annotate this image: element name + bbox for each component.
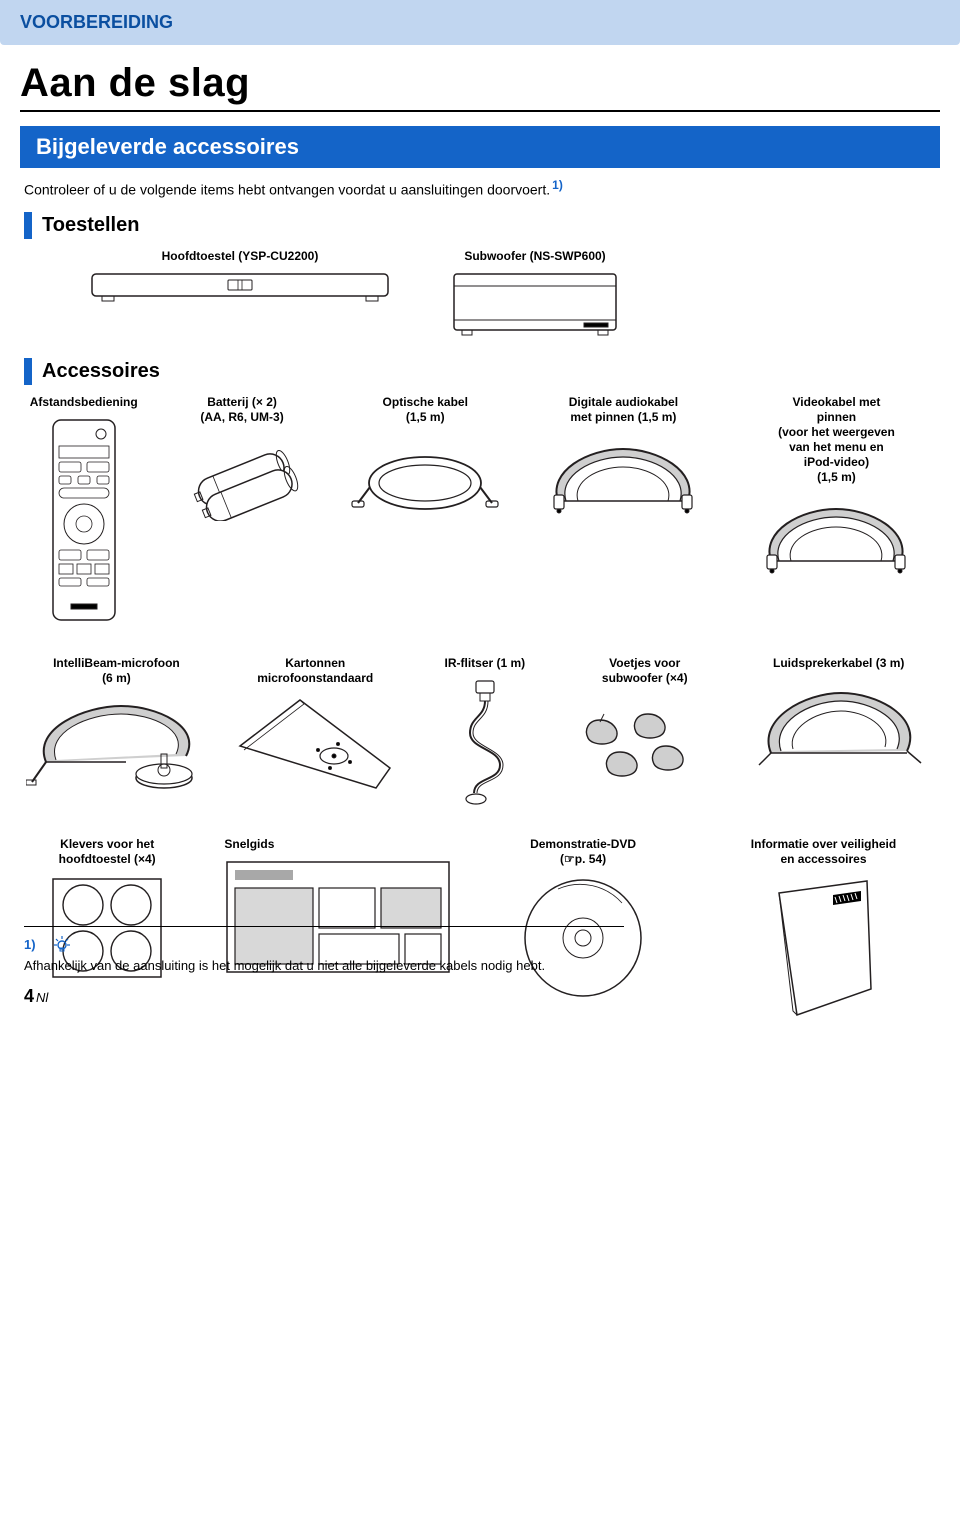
item-optical: Optische kabel (1,5 m) xyxy=(341,395,510,521)
stand-icon xyxy=(230,692,400,802)
accessoires-row-1: Afstandsbediening Batterij (× 2) (AA, R6… xyxy=(24,395,936,626)
footnote-text: Afhankelijk van de aansluiting is het mo… xyxy=(24,958,624,973)
accessoires-row-2: IntelliBeam-microfoon (6 m) Kartonnen mi… xyxy=(24,656,936,807)
remote-icon xyxy=(49,416,119,626)
item-dvd: Demonstratie-DVD (☞p. 54) xyxy=(485,837,681,1003)
item-battery: Batterij (× 2) (AA, R6, UM-3) xyxy=(157,395,326,521)
soundbar-icon xyxy=(90,270,390,306)
page-num-value: 4 xyxy=(24,986,34,1006)
item-hoofdtoestel: Hoofdtoestel (YSP-CU2200) xyxy=(90,249,390,306)
subwoofer-icon xyxy=(450,270,620,340)
label-feet: Voetjes voor subwoofer (×4) xyxy=(602,656,688,686)
item-speaker-cable: Luidsprekerkabel (3 m) xyxy=(741,656,936,777)
video-cable-icon xyxy=(751,491,921,581)
label-digital-audio: Digitale audiokabel met pinnen (1,5 m) xyxy=(569,395,678,425)
label-intellibeam: IntelliBeam-microfoon (6 m) xyxy=(53,656,180,686)
page-title: Aan de slag xyxy=(20,61,940,112)
label-battery: Batterij (× 2) (AA, R6, UM-3) xyxy=(200,395,283,425)
item-video-cable: Videokabel met pinnen (voor het weergeve… xyxy=(737,395,936,581)
label-video-cable: Videokabel met pinnen (voor het weergeve… xyxy=(778,395,895,485)
footnote: 1) Afhankelijk van de aansluiting is het… xyxy=(24,926,624,973)
speaker-cable-icon xyxy=(749,677,929,777)
label-ir-flitser: IR-flitser (1 m) xyxy=(445,656,526,671)
lightbulb-icon xyxy=(51,935,73,956)
item-intellibeam: IntelliBeam-microfoon (6 m) xyxy=(24,656,209,802)
intro-text: Controleer of u de volgende items hebt o… xyxy=(24,178,936,198)
label-klevers: Klevers voor het hoofdtoestel (×4) xyxy=(59,837,156,867)
page-number: 4Nl xyxy=(24,986,48,1007)
label-subwoofer: Subwoofer (NS-SWP600) xyxy=(464,249,605,264)
intro-body: Controleer of u de volgende items hebt o… xyxy=(24,182,550,198)
audio-cable-icon xyxy=(538,431,708,521)
label-optical: Optische kabel (1,5 m) xyxy=(383,395,468,425)
footnote-num: 1) xyxy=(24,937,36,952)
battery-icon xyxy=(177,431,307,521)
ir-cable-icon xyxy=(440,677,530,807)
label-hoofdtoestel: Hoofdtoestel (YSP-CU2200) xyxy=(162,249,319,264)
section-toestellen: Toestellen xyxy=(24,212,936,239)
item-digital-audio: Digitale audiokabel met pinnen (1,5 m) xyxy=(524,395,723,521)
intro-ref: 1) xyxy=(552,178,563,192)
item-ir-flitser: IR-flitser (1 m) xyxy=(422,656,548,807)
item-stand: Kartonnen microfoonstandaard xyxy=(223,656,408,802)
item-info-sheet: Informatie over veiligheid en accessoire… xyxy=(711,837,936,1023)
booklet-icon xyxy=(753,873,893,1023)
feet-icon xyxy=(570,692,720,792)
label-dvd: Demonstratie-DVD (☞p. 54) xyxy=(530,837,636,867)
optical-cable-icon xyxy=(350,431,500,521)
section-bar: Bijgeleverde accessoires xyxy=(20,126,940,168)
label-speaker-cable: Luidsprekerkabel (3 m) xyxy=(773,656,904,671)
banner: VOORBEREIDING xyxy=(0,0,960,45)
label-info-sheet: Informatie over veiligheid en accessoire… xyxy=(751,837,896,867)
label-remote: Afstandsbediening xyxy=(30,395,138,410)
item-feet: Voetjes voor subwoofer (×4) xyxy=(562,656,727,792)
label-snelgids: Snelgids xyxy=(220,837,455,852)
page-lang: Nl xyxy=(36,990,48,1005)
label-stand: Kartonnen microfoonstandaard xyxy=(257,656,373,686)
item-remote: Afstandsbediening xyxy=(24,395,143,626)
mic-icon xyxy=(26,692,206,802)
section-accessoires: Accessoires xyxy=(24,358,936,385)
item-subwoofer: Subwoofer (NS-SWP600) xyxy=(450,249,620,340)
toestellen-row: Hoofdtoestel (YSP-CU2200) Subwoofer (NS-… xyxy=(90,249,936,340)
